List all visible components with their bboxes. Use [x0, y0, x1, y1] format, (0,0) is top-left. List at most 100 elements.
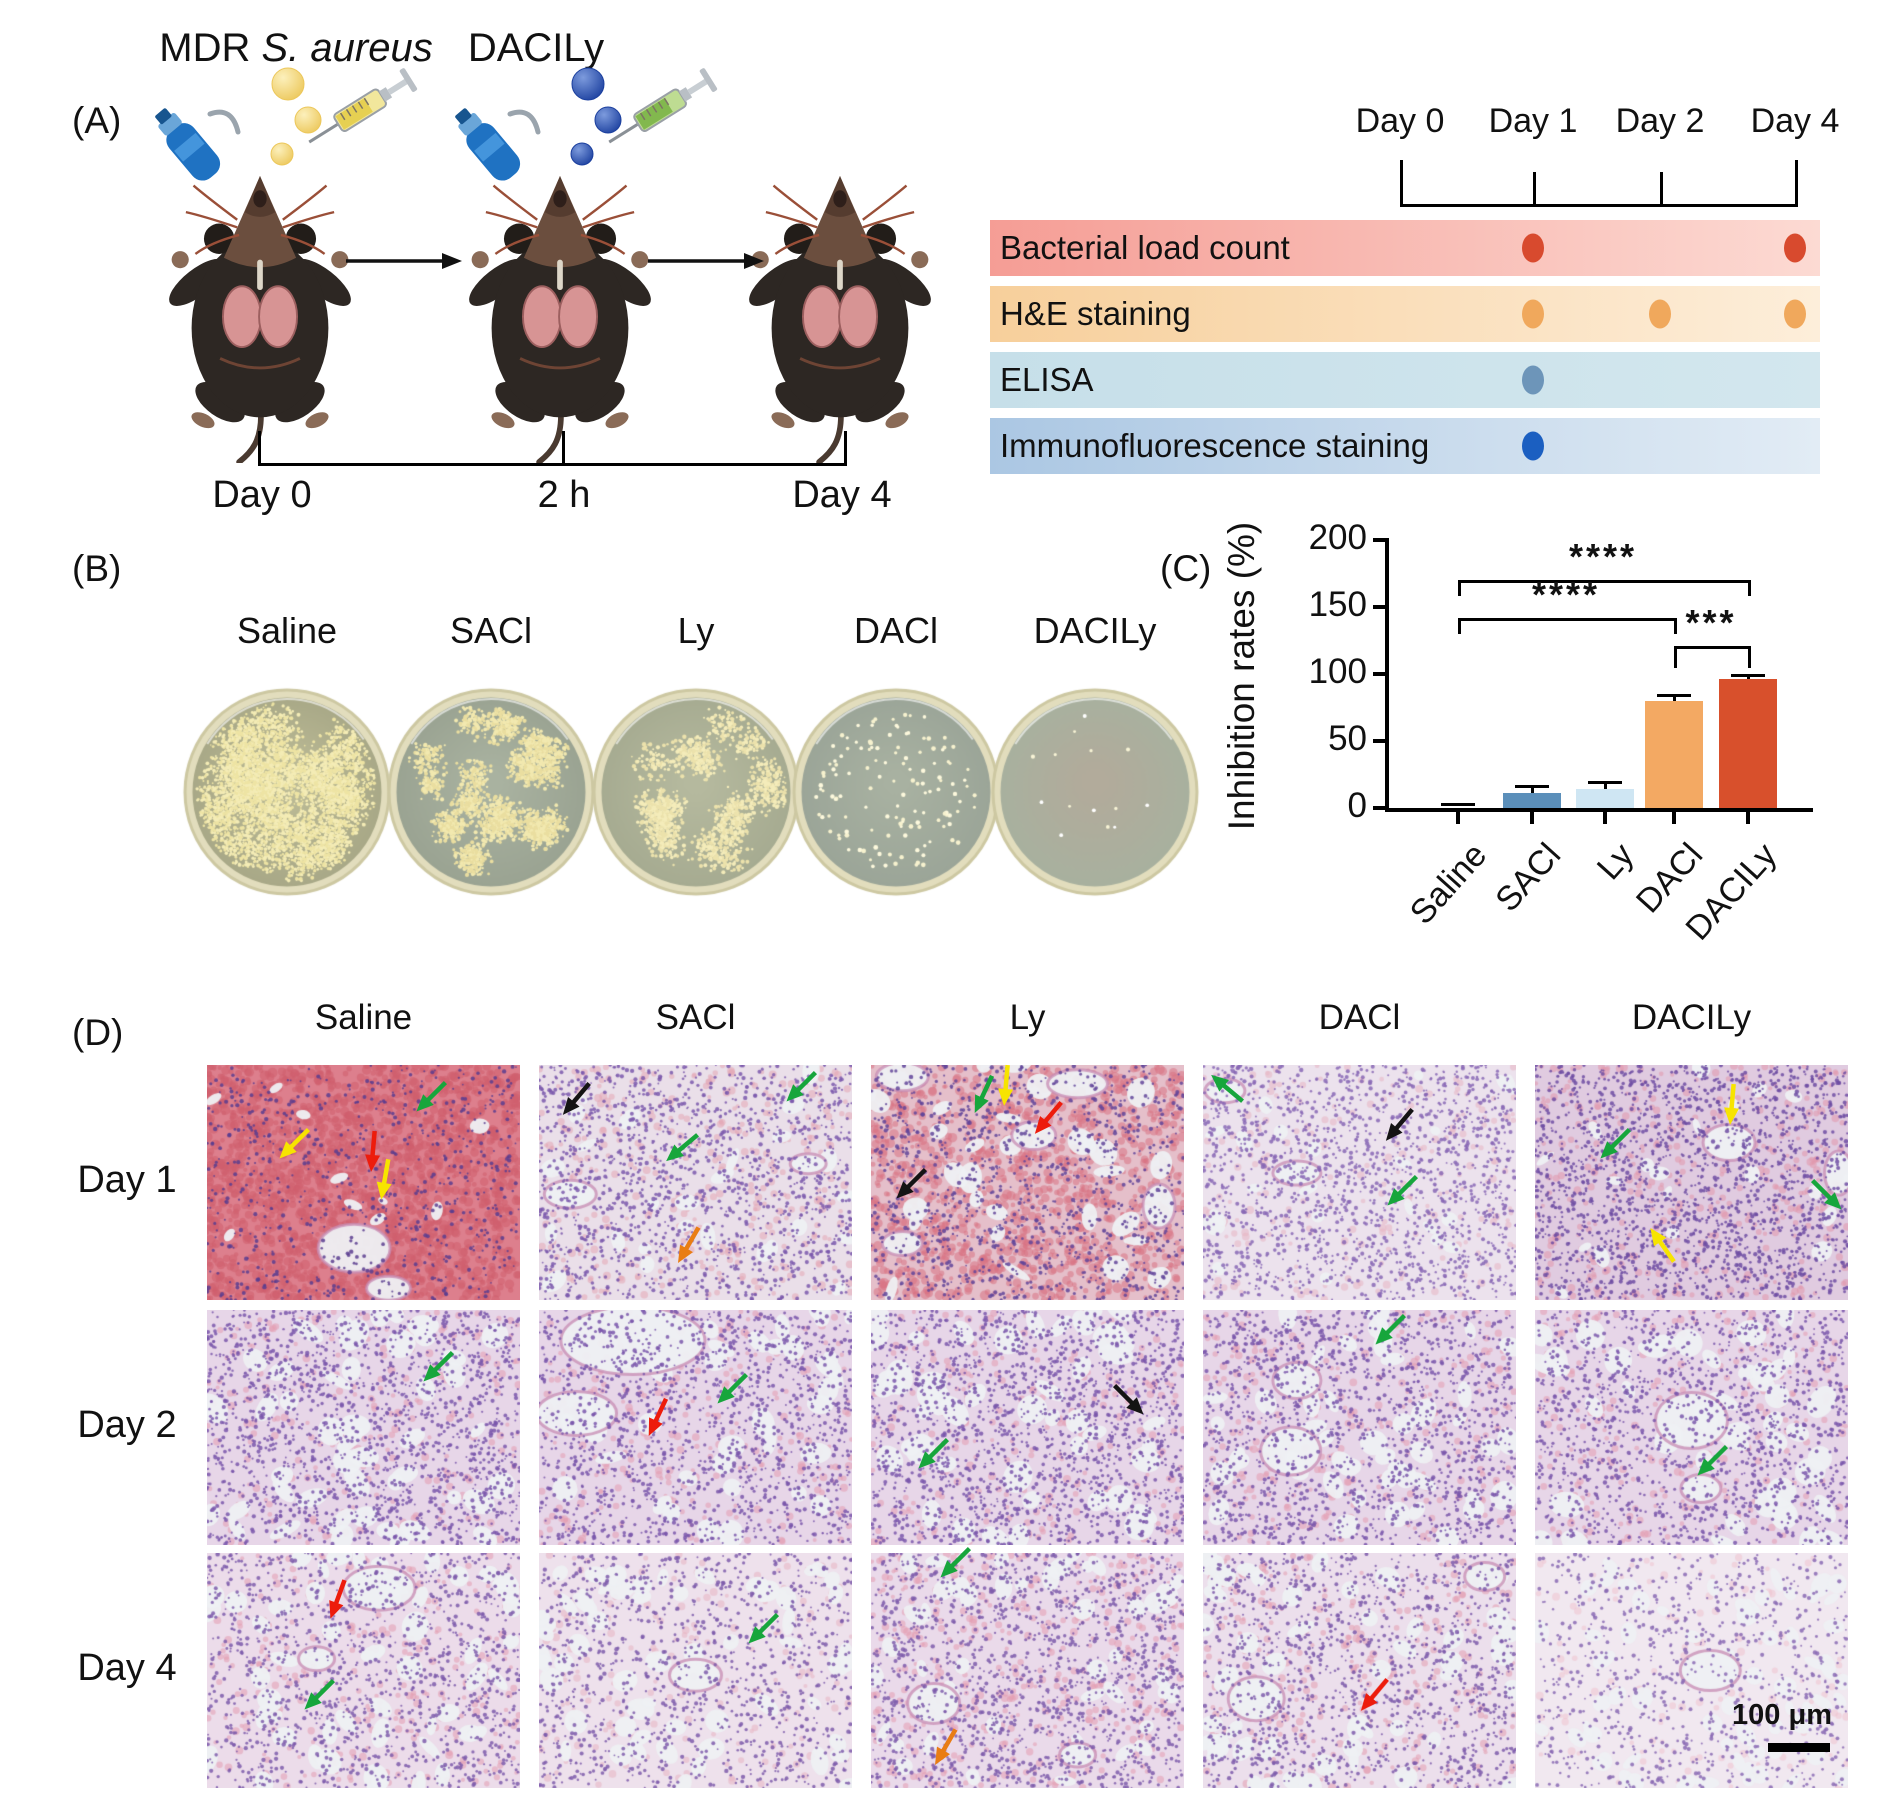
green-arrow-icon [1196, 1056, 1261, 1121]
panel-c-label: (C) [1160, 548, 1212, 589]
spray-bottle [150, 86, 246, 201]
histology-image-day1-ly [871, 1064, 1184, 1300]
assay-bracket-tick-3 [1795, 160, 1798, 204]
y-tick-mark-200 [1373, 538, 1389, 542]
annotation-arrow-icon [997, 1064, 1013, 1106]
assay-bracket-tick-0 [1400, 160, 1403, 204]
agar-plate-photo [181, 686, 393, 898]
assay-dot-day1 [1522, 365, 1544, 395]
bar-sacl [1503, 793, 1561, 808]
yellow-arrow-icon [981, 1059, 1031, 1109]
mouse-icon [749, 176, 931, 465]
yellow-arrow-icon [359, 1151, 412, 1204]
histology-image-day1-sacl [539, 1065, 852, 1300]
treatment-icons-1 [150, 58, 418, 208]
sig-bracket-line [1674, 645, 1751, 649]
histology-column-header-dacl: DACl [1318, 998, 1401, 1037]
annotation-arrow-icon [562, 1081, 591, 1115]
green-arrow-icon [1358, 1296, 1423, 1361]
assay-bracket-tick-1 [1533, 172, 1536, 204]
black-arrow-icon [1095, 1367, 1160, 1432]
green-arrow-icon [923, 1530, 988, 1595]
assay-day-header-0: Day 0 [1355, 102, 1445, 140]
green-arrow-icon [1371, 1157, 1436, 1222]
bar-saline [1429, 805, 1487, 808]
he-stain-tissue [1535, 1310, 1848, 1545]
right-arrow-icon [648, 253, 764, 269]
error-stem [1746, 674, 1750, 680]
infection-label-prefix: MDR [159, 26, 262, 70]
mice-illustration [0, 0, 990, 520]
assay-day-header-3: Day 4 [1750, 102, 1840, 140]
annotation-arrow-icon [1724, 1083, 1740, 1125]
annotation-arrow-icon [1035, 1100, 1064, 1134]
green-arrow-icon [901, 1421, 966, 1486]
orange-arrow-icon [915, 1714, 978, 1777]
assay-bracket-tick-2 [1660, 172, 1663, 204]
histology-row-label-3: Day 4 [77, 1646, 177, 1689]
timeline-label-day0: Day 0 [212, 474, 312, 516]
y-tick-label-150: 150 [1308, 585, 1367, 624]
green-arrow-icon [701, 1355, 766, 1420]
red-arrow-icon [348, 1125, 398, 1175]
green-arrow-icon [769, 1054, 834, 1119]
he-stain-tissue [1203, 1553, 1516, 1788]
histology-image-day1-saline [207, 1065, 520, 1300]
annotation-arrow-icon [304, 1678, 335, 1710]
green-arrow-icon [400, 1063, 465, 1128]
annotation-arrow-icon [1600, 1127, 1632, 1159]
treatment-group-label: DACILy [467, 26, 605, 70]
histology-image-day2-saline [207, 1310, 520, 1545]
assay-row-label: H&E staining [1000, 295, 1191, 332]
histology-image-day1-dacily [1535, 1065, 1848, 1300]
annotation-arrow-icon [678, 1226, 701, 1263]
assay-day-header-2: Day 2 [1615, 102, 1705, 140]
agar-plate-saline [181, 686, 393, 898]
timeline-label-day4: Day 4 [792, 474, 892, 516]
y-tick-label-200: 200 [1308, 518, 1367, 557]
step-arrow-1 [344, 248, 464, 279]
error-stem [1530, 785, 1534, 794]
assay-dot-day4 [1784, 299, 1806, 329]
timeline-axis [258, 463, 847, 466]
assay-dot-day1 [1522, 233, 1544, 263]
histology-image-day2-dacily [1535, 1310, 1848, 1545]
syringe-green [590, 54, 720, 159]
timeline-tick-day0 [258, 431, 261, 463]
annotation-arrow-icon [1697, 1445, 1729, 1476]
annotation-arrow-icon [666, 1133, 699, 1162]
error-stem [1603, 781, 1607, 790]
sig-stars: **** [1531, 573, 1601, 615]
he-stain-tissue [207, 1310, 520, 1545]
black-arrow-icon [1368, 1091, 1433, 1156]
assay-row-2: ELISA [990, 352, 1820, 408]
treatment-icons-2 [450, 58, 718, 208]
red-arrow-icon [1343, 1662, 1408, 1727]
infection-group-label: MDR S. aureus [159, 26, 432, 71]
panel-d-label: (D) [72, 1012, 124, 1053]
histology-image-day2-ly [871, 1310, 1184, 1545]
annotation-arrow-icon [648, 1397, 669, 1436]
annotation-arrow-icon [377, 1158, 392, 1200]
he-stain-tissue [539, 1553, 852, 1788]
bar-dacl [1645, 700, 1703, 808]
agar-plate-sacl [385, 686, 597, 898]
bacteria-cluster [252, 62, 330, 179]
histology-row-label-2: Day 2 [77, 1403, 177, 1446]
he-stain-tissue [871, 1065, 1184, 1300]
sig-bracket-end [1674, 645, 1677, 668]
histology-image-day2-dacl [1203, 1310, 1516, 1545]
annotation-arrow-icon [1112, 1384, 1144, 1415]
panel-a-label: (A) [72, 100, 122, 141]
mouse-1 [165, 138, 355, 468]
y-tick-label-100: 100 [1308, 652, 1367, 691]
annotation-arrow-icon [1811, 1179, 1842, 1210]
error-stem [1456, 802, 1460, 806]
sig-bracket-end [1458, 617, 1461, 634]
syringe-green-icon [608, 68, 718, 144]
spray-bottle-icon [455, 108, 541, 181]
he-stain-tissue [207, 1065, 520, 1300]
annotation-arrow-icon [1650, 1227, 1677, 1263]
histology-row-label-1: Day 1 [77, 1158, 177, 1201]
